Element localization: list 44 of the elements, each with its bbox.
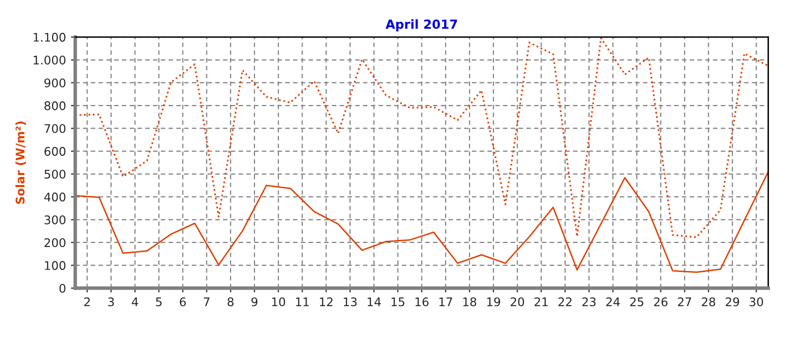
x-tick-label: 30 bbox=[750, 297, 764, 306]
x-tick-label: 9 bbox=[251, 297, 258, 306]
y-tick-label: 100 bbox=[44, 261, 66, 270]
x-tick-label: 28 bbox=[702, 297, 716, 306]
x-tick-label: 24 bbox=[606, 297, 620, 306]
x-tick-label: 4 bbox=[132, 298, 138, 306]
x-tick-label: 27 bbox=[678, 297, 692, 306]
x-tick-label: 11 bbox=[296, 298, 309, 306]
y-tick-label: 500 bbox=[44, 170, 66, 179]
y-axis-title: Solar (W/m²) bbox=[15, 122, 26, 204]
chart-title: April 2017 bbox=[386, 19, 457, 32]
y-tick-label: 1.100 bbox=[34, 32, 66, 42]
line-series bbox=[75, 171, 768, 273]
x-tick-label: 20 bbox=[510, 297, 524, 306]
y-tick-label: 600 bbox=[44, 146, 66, 156]
x-tick-label: 19 bbox=[487, 297, 500, 306]
x-tick-label: 22 bbox=[558, 297, 572, 306]
y-tick-label: 800 bbox=[44, 101, 66, 110]
x-tick-label: 16 bbox=[416, 297, 429, 306]
x-tick-label: 18 bbox=[463, 297, 476, 306]
x-tick-label: 25 bbox=[630, 297, 644, 306]
y-tick-label: 200 bbox=[44, 238, 66, 248]
y-tick-label: 900 bbox=[44, 78, 66, 88]
y-tick-label: 400 bbox=[44, 192, 66, 202]
x-tick-label: 6 bbox=[180, 297, 186, 306]
x-tick-label: 2 bbox=[84, 297, 90, 306]
x-tick-label: 10 bbox=[272, 297, 286, 306]
x-tick-label: 26 bbox=[654, 297, 668, 306]
x-tick-label: 8 bbox=[228, 297, 234, 306]
y-tick-label: 1.000 bbox=[34, 56, 66, 65]
x-tick-label: 7 bbox=[204, 298, 210, 306]
x-tick-label: 14 bbox=[368, 298, 381, 306]
y-tick-label: 300 bbox=[44, 215, 66, 224]
x-tick-label: 29 bbox=[726, 297, 740, 306]
x-tick-label: 21 bbox=[534, 297, 548, 306]
y-tick-label: 700 bbox=[44, 124, 66, 134]
x-tick-label: 17 bbox=[439, 298, 452, 306]
x-tick-label: 5 bbox=[156, 298, 162, 306]
y-tick-label: 0 bbox=[59, 284, 66, 293]
x-tick-label: 15 bbox=[392, 298, 404, 306]
x-tick-label: 3 bbox=[108, 297, 114, 306]
x-tick-label: 12 bbox=[320, 297, 332, 306]
x-tick-label: 13 bbox=[344, 297, 357, 306]
x-tick-label: 23 bbox=[582, 297, 596, 306]
